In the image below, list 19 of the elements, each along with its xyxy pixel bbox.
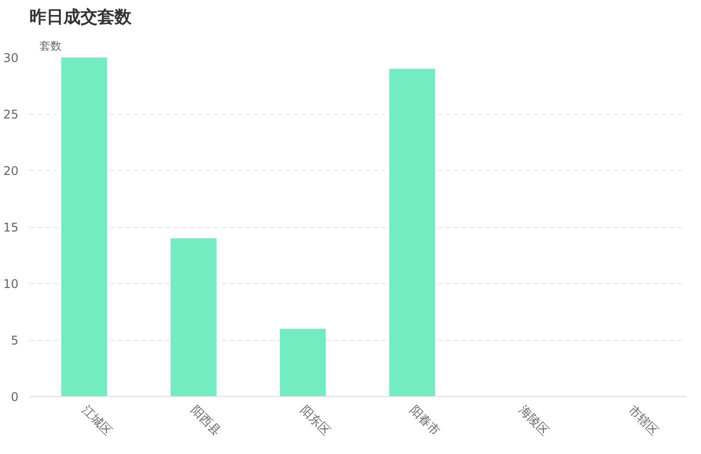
y-tick-label: 15 [3, 220, 19, 234]
y-axis-title: 套数 [40, 40, 62, 52]
bar [389, 68, 436, 396]
x-tick-label: 阳东区 [298, 402, 334, 438]
y-tick-label: 10 [3, 277, 19, 291]
y-tick-label: 0 [10, 390, 19, 404]
x-tick-label: 阳春市 [407, 402, 443, 438]
x-tick-label: 市辖区 [626, 402, 662, 438]
bar [170, 238, 216, 396]
chart-title: 昨日成交套数 [30, 8, 132, 28]
y-tick-label: 20 [3, 164, 19, 178]
y-tick-label: 5 [10, 334, 19, 348]
x-tick-label: 江城区 [79, 402, 115, 438]
y-tick-label: 25 [3, 108, 19, 122]
bar [280, 328, 326, 396]
x-tick-label: 阳西县 [188, 402, 224, 438]
y-tick-label: 30 [3, 51, 19, 65]
x-tick-label: 海陵区 [516, 402, 552, 438]
bar [61, 58, 108, 396]
